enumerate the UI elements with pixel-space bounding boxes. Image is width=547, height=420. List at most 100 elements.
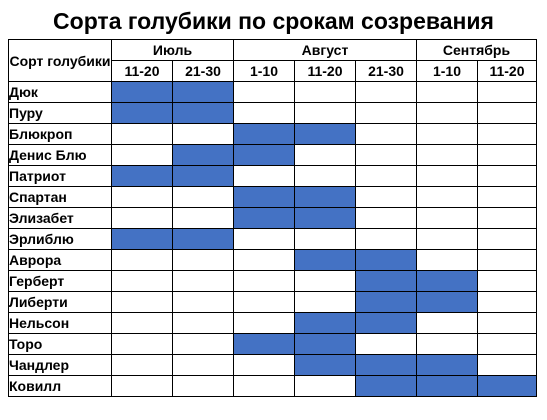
ripening-cell-empty bbox=[477, 186, 537, 208]
ripening-cell-empty bbox=[355, 144, 417, 166]
ripening-cell-empty bbox=[477, 333, 537, 355]
variety-name: Нельсон bbox=[8, 312, 112, 334]
ripening-cell-filled bbox=[172, 165, 234, 187]
ripening-cell-empty bbox=[172, 249, 234, 271]
table-row: Дюк bbox=[8, 81, 537, 103]
ripening-cell-empty bbox=[355, 123, 417, 145]
variety-name: Ковилл bbox=[8, 375, 112, 397]
ripening-cell-empty bbox=[233, 228, 295, 250]
header-row-periods: 11-20 21-30 1-10 11-20 21-30 1-10 11-20 bbox=[9, 60, 537, 82]
period-header: 11-20 bbox=[477, 60, 537, 82]
ripening-cell-empty bbox=[355, 81, 417, 103]
ripening-cell-empty bbox=[416, 102, 478, 124]
ripening-cell-empty bbox=[477, 81, 537, 103]
ripening-cell-empty bbox=[233, 375, 295, 397]
ripening-cell-empty bbox=[233, 291, 295, 313]
ripening-cell-empty bbox=[477, 144, 537, 166]
ripening-cell-filled bbox=[416, 375, 478, 397]
ripening-cell-filled bbox=[294, 333, 356, 355]
header-row-months: Сорт голубики Июль Август Сентябрь bbox=[8, 39, 537, 82]
ripening-cell-empty bbox=[111, 333, 173, 355]
table-row: Либерти bbox=[8, 291, 537, 313]
ripening-cell-filled bbox=[477, 375, 537, 397]
page-title: Сорта голубики по срокам созревания bbox=[53, 8, 494, 34]
ripening-cell-filled bbox=[294, 207, 356, 229]
ripening-cell-filled bbox=[172, 102, 234, 124]
ripening-cell-empty bbox=[233, 270, 295, 292]
table-row: Герберт bbox=[8, 270, 537, 292]
ripening-cell-empty bbox=[294, 144, 356, 166]
variety-name: Герберт bbox=[8, 270, 112, 292]
ripening-cell-empty bbox=[172, 207, 234, 229]
ripening-cell-filled bbox=[355, 291, 417, 313]
ripening-cell-filled bbox=[111, 165, 173, 187]
ripening-cell-filled bbox=[111, 228, 173, 250]
table-row: Аврора bbox=[8, 249, 537, 271]
ripening-cell-empty bbox=[233, 165, 295, 187]
ripening-cell-empty bbox=[355, 102, 417, 124]
ripening-cell-empty bbox=[172, 270, 234, 292]
ripening-cell-empty bbox=[172, 312, 234, 334]
ripening-cell-filled bbox=[355, 354, 417, 376]
table-row: Эрлиблю bbox=[8, 228, 537, 250]
ripening-cell-empty bbox=[416, 228, 478, 250]
ripening-cell-empty bbox=[111, 291, 173, 313]
ripening-cell-empty bbox=[477, 123, 537, 145]
ripening-cell-empty bbox=[355, 207, 417, 229]
variety-name: Пуру bbox=[8, 102, 112, 124]
ripening-cell-filled bbox=[172, 81, 234, 103]
ripening-cell-empty bbox=[111, 249, 173, 271]
ripening-cell-empty bbox=[477, 207, 537, 229]
ripening-cell-filled bbox=[111, 81, 173, 103]
ripening-cell-empty bbox=[477, 270, 537, 292]
ripening-cell-filled bbox=[416, 270, 478, 292]
ripening-cell-empty bbox=[416, 249, 478, 271]
ripening-cell-empty bbox=[416, 333, 478, 355]
table-row: Ковилл bbox=[8, 375, 537, 397]
ripening-cell-empty bbox=[416, 81, 478, 103]
ripening-cell-empty bbox=[477, 249, 537, 271]
ripening-cell-empty bbox=[294, 102, 356, 124]
variety-name: Аврора bbox=[8, 249, 112, 271]
ripening-cell-empty bbox=[111, 123, 173, 145]
table-row: Блюкроп bbox=[8, 123, 537, 145]
variety-name: Денис Блю bbox=[8, 144, 112, 166]
variety-column-header: Сорт голубики bbox=[8, 39, 112, 82]
ripening-cell-empty bbox=[172, 354, 234, 376]
ripening-cell-filled bbox=[172, 228, 234, 250]
table-row: Спартан bbox=[8, 186, 537, 208]
ripening-cell-empty bbox=[355, 333, 417, 355]
table-row: Пуру bbox=[8, 102, 537, 124]
table-row: Торо bbox=[8, 333, 537, 355]
table-row: Патриот bbox=[8, 165, 537, 187]
variety-name: Элизабет bbox=[8, 207, 112, 229]
ripening-cell-filled bbox=[233, 144, 295, 166]
ripening-cell-empty bbox=[355, 228, 417, 250]
ripening-cell-empty bbox=[294, 375, 356, 397]
table-header: Сорт голубики Июль Август Сентябрь 11-20 21-3… bbox=[8, 39, 537, 82]
month-header: Июль bbox=[111, 39, 234, 61]
ripening-cell-filled bbox=[355, 312, 417, 334]
ripening-cell-empty bbox=[477, 228, 537, 250]
table-row: Элизабет bbox=[8, 207, 537, 229]
variety-name: Дюк bbox=[8, 81, 112, 103]
ripening-cell-empty bbox=[111, 270, 173, 292]
ripening-cell-filled bbox=[355, 375, 417, 397]
ripening-cell-filled bbox=[355, 249, 417, 271]
ripening-cell-filled bbox=[416, 291, 478, 313]
ripening-cell-empty bbox=[294, 291, 356, 313]
ripening-cell-filled bbox=[233, 123, 295, 145]
ripening-cell-empty bbox=[294, 165, 356, 187]
month-header: Август bbox=[233, 39, 417, 61]
ripening-cell-empty bbox=[172, 291, 234, 313]
variety-name: Блюкроп bbox=[8, 123, 112, 145]
ripening-table: Сорт голубики Июль Август Сентябрь 11-20 21-3… bbox=[8, 39, 537, 397]
ripening-cell-empty bbox=[477, 312, 537, 334]
ripening-cell-empty bbox=[172, 333, 234, 355]
ripening-cell-filled bbox=[233, 207, 295, 229]
ripening-cell-empty bbox=[477, 291, 537, 313]
ripening-cell-empty bbox=[477, 354, 537, 376]
table-row: Нельсон bbox=[8, 312, 537, 334]
ripening-cell-empty bbox=[477, 165, 537, 187]
